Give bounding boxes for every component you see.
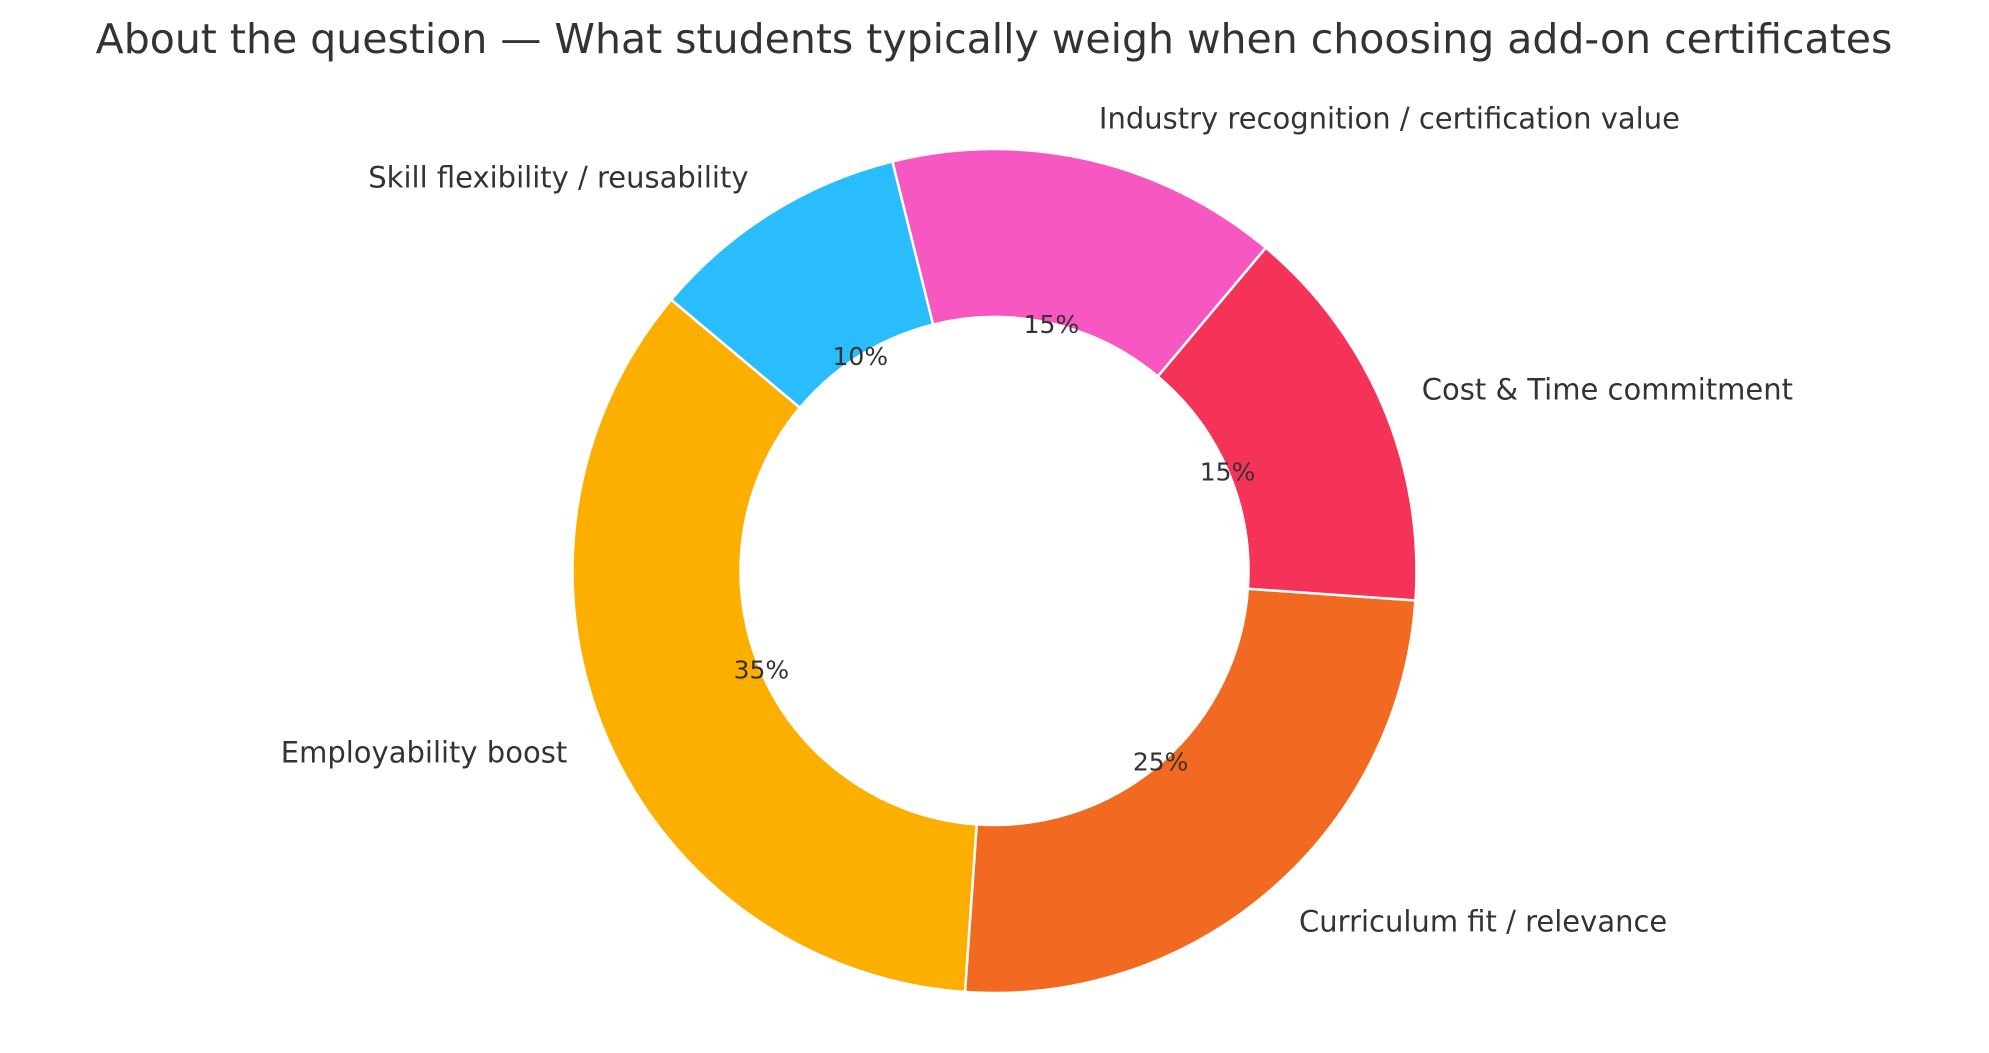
wedge-2 — [1156, 245, 1418, 602]
wedges — [571, 147, 1418, 995]
wedge-0 — [571, 297, 979, 994]
wedge-3 — [890, 147, 1268, 379]
wedge-1 — [963, 587, 1417, 995]
percent-label: 25% — [1133, 748, 1189, 777]
percent-labels: 35% 25% 15% 15% 10% — [734, 310, 1256, 777]
chart-title: About the question — What students typic… — [96, 15, 1893, 63]
category-label: Cost & Time commitment — [1422, 373, 1793, 407]
percent-label: 15% — [1024, 310, 1080, 339]
percent-label: 15% — [1200, 458, 1256, 487]
percent-label: 10% — [833, 342, 889, 371]
category-label: Industry recognition / certification val… — [1099, 102, 1680, 136]
wedge-4 — [669, 160, 935, 410]
percent-label: 35% — [734, 655, 790, 684]
category-label: Curriculum fit / relevance — [1299, 904, 1667, 938]
category-label: Skill flexibility / reusability — [368, 160, 748, 194]
category-labels: Employability boost Curriculum fit / rele… — [281, 102, 1793, 939]
category-label: Employability boost — [281, 735, 567, 769]
